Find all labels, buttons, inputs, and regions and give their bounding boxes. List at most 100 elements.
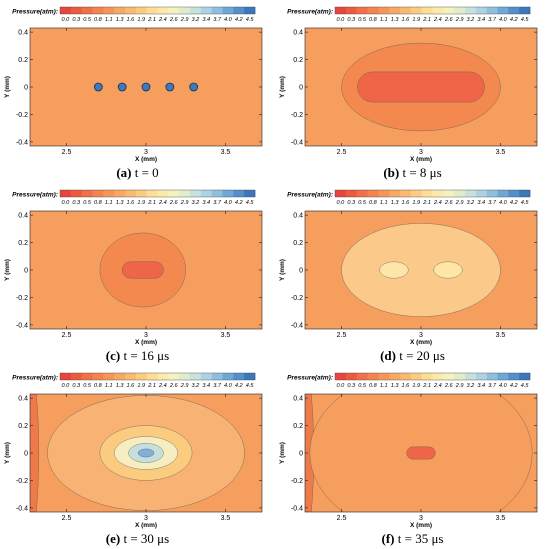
- caption: (b) t = 8 μs: [383, 165, 442, 180]
- colorbar-swatch: [389, 373, 401, 380]
- colorbar-swatch: [168, 373, 180, 380]
- y-tick-label: -0.4: [16, 505, 28, 512]
- y-axis-label: Y (mm): [279, 259, 286, 281]
- colorbar-frame: [334, 372, 531, 381]
- caption: (e) t = 30 μs: [105, 531, 170, 546]
- colorbar-tick-label: 1.3: [116, 200, 125, 206]
- colorbar-tick-label: 1.3: [391, 200, 400, 206]
- colorbar-swatch: [335, 7, 347, 14]
- y-axis-label: Y (mm): [279, 76, 286, 98]
- y-tick-label: -0.4: [16, 139, 28, 146]
- x-axis-label: X (mm): [135, 339, 157, 346]
- colorbar-title: Pressure(atm):: [12, 192, 58, 199]
- colorbar-tick-label: 2.4: [158, 383, 167, 389]
- panel-e: Pressure(atm): 0.0 0.3 0.5 0.8 1.1 1.3 1.6 1.9 2.…: [0, 366, 275, 549]
- y-axis-label: Y (mm): [4, 76, 11, 98]
- colorbar-swatch: [443, 373, 455, 380]
- colorbar-tick-label: 2.1: [422, 17, 431, 23]
- colorbar-tick-label: 2.9: [180, 200, 189, 206]
- colorbar-swatch: [432, 190, 444, 197]
- colorbar-tick-label: 1.6: [127, 17, 136, 23]
- colorbar-swatch: [114, 7, 126, 14]
- x-tick-label: 3.5: [496, 515, 506, 522]
- bubble: [93, 82, 103, 92]
- panel-plot: Pressure(atm):0.0 0.3 0.5 0.8 1.1 1.3 1.6 1.9 2.…: [4, 372, 263, 529]
- colorbar-tick-label: 4.5: [521, 200, 530, 206]
- colorbar-swatch: [389, 7, 401, 14]
- y-tick-label: 0: [24, 450, 28, 457]
- colorbar-swatch: [356, 190, 368, 197]
- colorbar-swatch: [508, 373, 520, 380]
- colorbar-tick-label: 2.9: [180, 383, 189, 389]
- colorbar-tick-label: 4.5: [521, 17, 530, 23]
- colorbar-swatch: [233, 7, 245, 14]
- colorbar-tick-label: 3.7: [213, 200, 222, 206]
- y-tick-label: -0.4: [291, 322, 303, 329]
- colorbar-swatch: [168, 7, 180, 14]
- y-tick-label: 0.4: [293, 213, 303, 220]
- x-tick-label: 2.5: [62, 332, 72, 339]
- colorbar-swatch: [103, 373, 115, 380]
- colorbar-tick-label: 0.3: [347, 383, 356, 389]
- colorbar-swatch: [410, 373, 422, 380]
- colorbar-tick-label: 0.5: [358, 17, 367, 23]
- colorbar-tick-label: 2.9: [455, 200, 464, 206]
- colorbar-swatch: [475, 373, 487, 380]
- colorbar-tick-label: 0.8: [94, 383, 103, 389]
- colorbar-tick-label: 4.0: [224, 200, 233, 206]
- colorbar-swatch: [81, 190, 93, 197]
- colorbar-tick-label: 4.0: [499, 17, 508, 23]
- x-axis-label: X (mm): [135, 156, 157, 163]
- y-tick-label: 0: [24, 84, 28, 91]
- colorbar-tick-label: 1.1: [380, 17, 388, 23]
- colorbar-swatch: [345, 7, 357, 14]
- colorbar-tick-label: 4.2: [235, 383, 244, 389]
- panel-f: Pressure(atm): 0.0 0.3 0.5 0.8 1.1 1.3 1.6 1.9 2.…: [275, 366, 550, 549]
- colorbar-swatch: [443, 190, 455, 197]
- colorbar-swatch: [168, 190, 180, 197]
- colorbar-swatch: [345, 373, 357, 380]
- colorbar-swatch: [443, 7, 455, 14]
- colorbar-swatch: [190, 190, 202, 197]
- colorbar-tick-label: 4.2: [235, 17, 244, 23]
- colorbar-swatch: [454, 190, 466, 197]
- panel-plot: Pressure(atm):0.0 0.3 0.5 0.8 1.1 1.3 1.6 1.9 2.…: [279, 189, 538, 346]
- colorbar-swatch: [367, 373, 379, 380]
- colorbar-swatch: [335, 190, 347, 197]
- colorbar-swatch: [81, 373, 93, 380]
- colorbar-tick-label: 0.5: [83, 200, 92, 206]
- x-tick-label: 3.5: [496, 332, 506, 339]
- colorbar-swatch: [465, 373, 477, 380]
- colorbar-tick-label: 4.5: [521, 383, 530, 389]
- colorbar-tick-label: 3.4: [477, 200, 485, 206]
- x-tick-label: 3.5: [221, 149, 231, 156]
- colorbar-swatch: [146, 190, 158, 197]
- y-tick-label: 0: [299, 84, 303, 91]
- pressure-contour: [406, 446, 436, 460]
- colorbar-tick-label: 3.2: [467, 383, 476, 389]
- colorbar-frame: [334, 189, 531, 198]
- y-tick-label: -0.4: [291, 505, 303, 512]
- colorbar-tick-label: 1.6: [402, 17, 411, 23]
- colorbar-swatch: [497, 7, 509, 14]
- colorbar-tick-label: 0.5: [358, 200, 367, 206]
- bubble: [189, 82, 199, 92]
- colorbar-swatch: [475, 7, 487, 14]
- colorbar-tick-label: 4.0: [224, 17, 233, 23]
- y-tick-label: 0: [24, 267, 28, 274]
- caption: (f) t = 35 μs: [381, 531, 444, 546]
- colorbar-swatch: [497, 190, 509, 197]
- colorbar-title: Pressure(atm):: [287, 375, 333, 382]
- colorbar-swatch: [432, 7, 444, 14]
- pressure-contour: [30, 394, 39, 512]
- colorbar-tick-label: 2.4: [158, 200, 167, 206]
- bubble: [141, 82, 151, 92]
- pressure-contour: [341, 223, 501, 317]
- colorbar-tick-label: 1.1: [105, 17, 113, 23]
- colorbar-tick-label: 1.3: [391, 17, 400, 23]
- x-tick-label: 2.5: [337, 149, 347, 156]
- caption: (c) t = 16 μs: [105, 348, 170, 363]
- colorbar-tick-label: 0.8: [369, 17, 378, 23]
- colorbar-tick-label: 2.1: [422, 383, 431, 389]
- x-tick-label: 2.5: [62, 515, 72, 522]
